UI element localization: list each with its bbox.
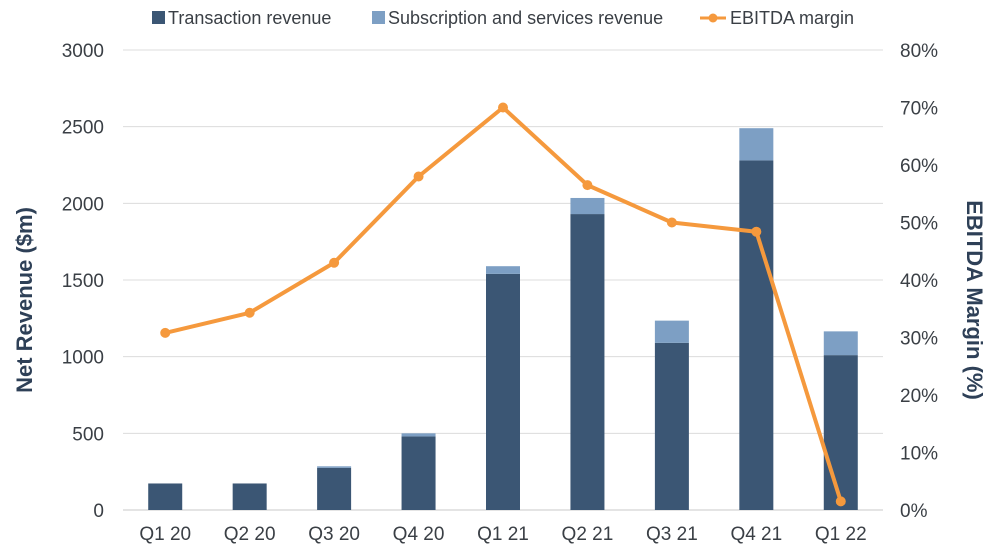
bar-subscription-revenue bbox=[654, 320, 689, 343]
ebitda-margin-point bbox=[329, 257, 340, 268]
x-tick-label: Q1 21 bbox=[477, 524, 529, 545]
left-axis-ticks: 0 500 1000 1500 2000 2500 3000 bbox=[62, 41, 104, 522]
ebitda-margin-point bbox=[582, 180, 593, 191]
legend-swatch-subscription bbox=[372, 11, 385, 24]
right-axis-title: EBITDA Margin (%) bbox=[962, 200, 987, 400]
legend-swatch-ebitda-marker bbox=[708, 13, 718, 23]
ebitda-margin-point bbox=[666, 217, 677, 228]
bar-subscription-revenue bbox=[570, 197, 605, 215]
y2-tick-label: 0% bbox=[900, 501, 928, 522]
y2-tick-label: 10% bbox=[900, 444, 938, 465]
legend-label-ebitda: EBITDA margin bbox=[730, 8, 854, 28]
bar-transaction-revenue bbox=[654, 342, 689, 510]
ebitda-margin-point bbox=[244, 307, 255, 318]
y2-tick-label: 40% bbox=[900, 271, 938, 292]
ebitda-margin-point bbox=[498, 102, 508, 113]
bar-transaction-revenue bbox=[401, 436, 436, 510]
y-tick-label: 2500 bbox=[62, 118, 104, 139]
right-axis-ticks: 0% 10% 20% 30% 40% 50% 60% 70% 80% bbox=[900, 41, 938, 522]
bar-subscription-revenue bbox=[486, 266, 520, 274]
y-tick-label: 2000 bbox=[62, 194, 104, 215]
bar-transaction-revenue bbox=[486, 273, 520, 510]
bars bbox=[148, 128, 858, 511]
left-axis-title: Net Revenue ($m) bbox=[12, 207, 37, 393]
x-tick-label: Q3 20 bbox=[308, 524, 360, 545]
bar-subscription-revenue bbox=[823, 331, 858, 356]
x-tick-label: Q4 21 bbox=[730, 524, 782, 545]
legend-swatch-transaction bbox=[152, 11, 165, 24]
x-tick-label: Q2 21 bbox=[562, 524, 614, 545]
x-tick-label: Q3 21 bbox=[646, 524, 698, 545]
bar-subscription-revenue bbox=[739, 128, 774, 161]
bar-transaction-revenue bbox=[148, 483, 183, 510]
x-tick-label: Q1 22 bbox=[815, 524, 867, 545]
y2-tick-label: 30% bbox=[900, 329, 938, 350]
x-tick-label: Q4 20 bbox=[393, 524, 445, 545]
y-tick-label: 1000 bbox=[62, 348, 104, 369]
legend: Transaction revenue Subscription and ser… bbox=[152, 8, 854, 28]
y2-tick-label: 80% bbox=[900, 41, 938, 62]
y-tick-label: 0 bbox=[93, 501, 104, 522]
x-tick-label: Q2 20 bbox=[224, 524, 276, 545]
ebitda-margin-point bbox=[413, 171, 424, 182]
ebitda-margin-point bbox=[751, 226, 762, 237]
ebitda-margin-point bbox=[160, 327, 171, 338]
legend-label-subscription: Subscription and services revenue bbox=[388, 8, 663, 28]
margin-line bbox=[160, 102, 846, 507]
bar-transaction-revenue bbox=[570, 214, 605, 511]
legend-label-transaction: Transaction revenue bbox=[168, 8, 331, 28]
y-tick-label: 3000 bbox=[62, 41, 104, 62]
category-ticks: Q1 20 Q2 20 Q3 20 Q4 20 Q1 21 Q2 21 Q3 21 Q4 21… bbox=[139, 524, 866, 545]
y2-tick-label: 20% bbox=[900, 386, 938, 407]
y2-tick-label: 60% bbox=[900, 156, 938, 177]
y-tick-label: 1500 bbox=[62, 271, 104, 292]
bar-transaction-revenue bbox=[232, 483, 267, 510]
y2-tick-label: 50% bbox=[900, 214, 938, 235]
bar-transaction-revenue bbox=[823, 355, 858, 510]
bar-subscription-revenue bbox=[401, 433, 436, 437]
x-tick-label: Q1 20 bbox=[139, 524, 191, 545]
y2-tick-label: 70% bbox=[900, 99, 938, 120]
ebitda-margin-point bbox=[835, 496, 846, 507]
bar-subscription-revenue bbox=[317, 466, 352, 468]
y-tick-label: 500 bbox=[72, 424, 104, 445]
bar-transaction-revenue bbox=[317, 467, 352, 510]
bar-transaction-revenue bbox=[739, 160, 774, 510]
